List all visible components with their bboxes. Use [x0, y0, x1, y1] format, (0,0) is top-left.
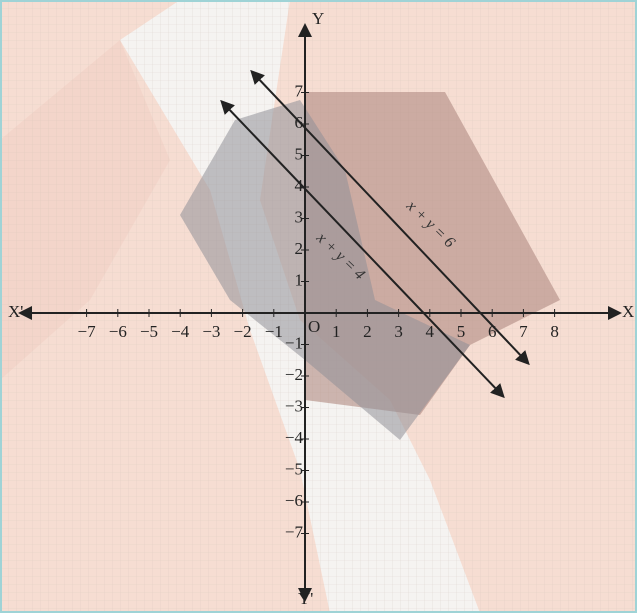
x-tick-label: 8 [550, 322, 559, 341]
x-tick-label: −6 [109, 322, 127, 341]
x-tick-label: 6 [488, 322, 497, 341]
x-tick-label: 1 [332, 322, 341, 341]
y-tick-label: −4 [285, 428, 304, 447]
x-tick-label: −1 [265, 322, 283, 341]
line-4 [220, 99, 505, 399]
x-tick-label: −2 [234, 322, 252, 341]
x-tick-label: 4 [426, 322, 435, 341]
y-tick-label: −2 [285, 365, 303, 384]
y-tick-label: −6 [285, 491, 303, 510]
y-tick-label: 6 [295, 113, 304, 132]
axis-label: Y [312, 9, 324, 28]
y-tick-label: 3 [295, 207, 304, 226]
y-tick-label: −7 [285, 522, 304, 541]
axis-label: X' [8, 302, 23, 321]
x-tick-label: −4 [171, 322, 190, 341]
axis-label: X [622, 302, 634, 321]
y-tick-label: 5 [295, 144, 304, 163]
x-tick-label: −5 [140, 322, 158, 341]
x-tick-label: 2 [363, 322, 372, 341]
x-tick-label: 5 [457, 322, 466, 341]
y-tick-label: 7 [295, 81, 304, 100]
y-tick-label: 2 [295, 239, 304, 258]
axis-label: Y' [298, 589, 313, 608]
x-tick-label: −3 [202, 322, 220, 341]
y-tick-label: −5 [285, 459, 303, 478]
x-tick-label: 7 [519, 322, 528, 341]
y-tick-label: 1 [295, 270, 304, 289]
x-tick-label: 3 [394, 322, 403, 341]
origin-label: O [308, 317, 320, 336]
x-tick-label: −7 [78, 322, 97, 341]
y-tick-label: 4 [295, 176, 304, 195]
y-tick-label: −1 [285, 333, 303, 352]
y-tick-label: −3 [285, 396, 303, 415]
